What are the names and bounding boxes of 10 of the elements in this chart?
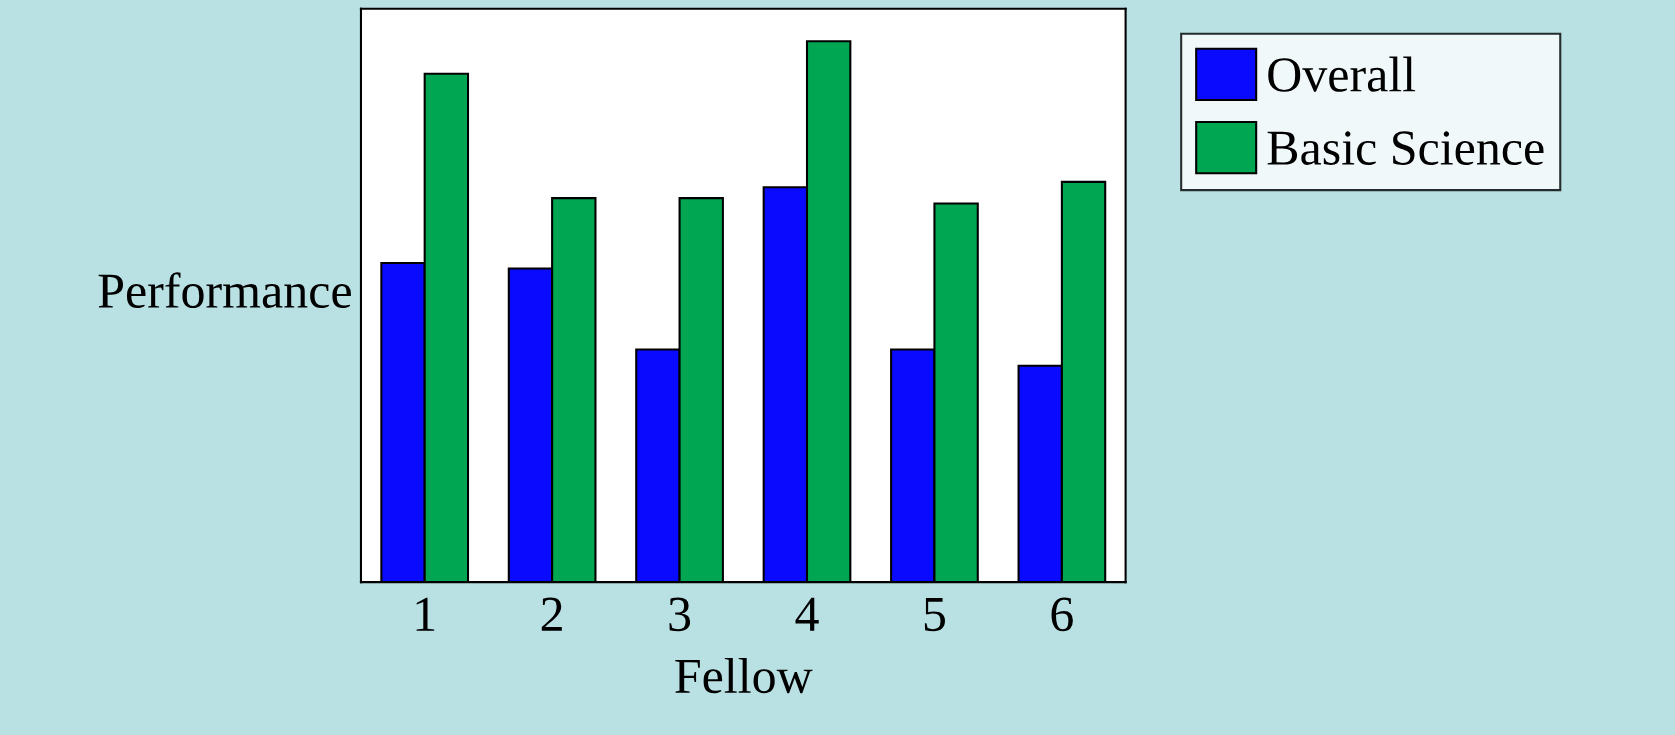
x-tick-label: 2 xyxy=(541,597,562,631)
x-tick-label: 5 xyxy=(924,597,945,632)
y-axis-title: Performance xyxy=(98,272,351,308)
x-tick-label: 4 xyxy=(795,597,819,631)
x-axis-title: Fellow xyxy=(675,658,813,694)
x-tick-label: 1 xyxy=(416,597,435,631)
legend-label: Basic Science xyxy=(1267,131,1544,165)
x-tick-label: 6 xyxy=(1051,597,1073,632)
x-tick-label: 3 xyxy=(669,597,691,632)
legend-label: Overall xyxy=(1268,56,1416,92)
